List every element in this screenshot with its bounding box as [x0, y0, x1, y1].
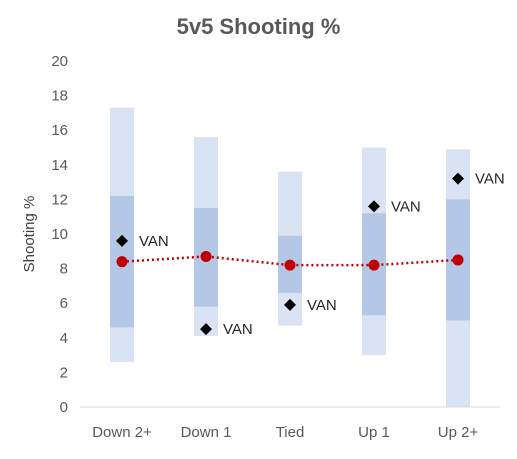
x-tick-label: Down 1	[181, 424, 232, 441]
team-data-label: VAN	[391, 198, 421, 215]
average-line	[121, 255, 459, 267]
average-point	[200, 250, 212, 262]
y-tick-label: 20	[51, 53, 68, 70]
average-layer	[116, 250, 464, 271]
team-point	[116, 234, 128, 247]
chart-title: 5v5 Shooting %	[176, 14, 341, 39]
y-tick-label: 18	[51, 88, 68, 105]
y-tick-label: 12	[51, 191, 68, 208]
team-point	[200, 323, 212, 336]
x-tick-label: Down 2+	[92, 424, 152, 441]
y-tick-label: 0	[60, 399, 68, 416]
tick-layer: 0 2 4 6 8 10 12 14 16 18 20 Down 2+ Down 1 Tied Up 1 Up…	[51, 53, 478, 441]
y-tick-label: 14	[51, 157, 68, 174]
average-point	[116, 256, 128, 268]
y-tick-label: 8	[60, 261, 68, 278]
y-axis-label: Shooting %	[21, 196, 38, 273]
team-data-label: VAN	[139, 233, 169, 250]
team-layer: VAN VAN VAN VAN VAN	[116, 171, 505, 338]
average-point	[284, 259, 296, 271]
y-tick-label: 6	[60, 295, 68, 312]
team-point	[284, 298, 296, 311]
y-tick-label: 16	[51, 122, 68, 139]
team-data-label: VAN	[223, 321, 253, 338]
team-data-label: VAN	[307, 297, 337, 314]
y-tick-label: 10	[51, 226, 68, 243]
x-tick-label: Tied	[276, 424, 305, 441]
average-point	[368, 259, 380, 271]
y-tick-label: 4	[60, 330, 68, 347]
x-tick-label: Up 2+	[438, 424, 479, 441]
average-point	[452, 254, 464, 266]
team-data-label: VAN	[475, 171, 505, 188]
team-point	[452, 172, 464, 185]
team-point	[368, 200, 380, 213]
y-tick-label: 2	[60, 364, 68, 381]
x-tick-label: Up 1	[358, 424, 390, 441]
